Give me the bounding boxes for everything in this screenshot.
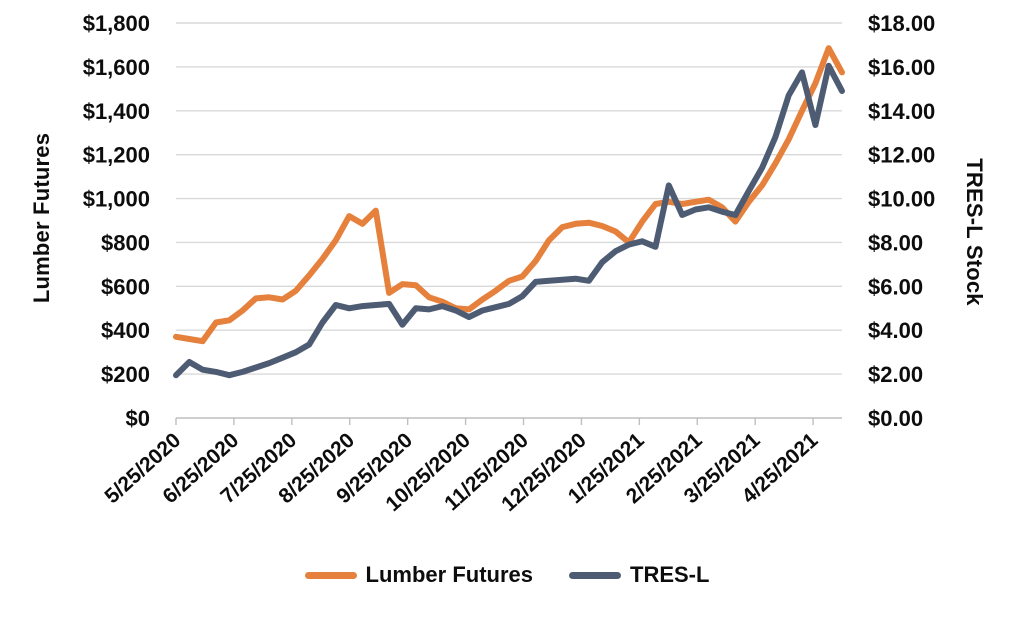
y-axis-left-tick-label: $400 [101, 318, 150, 343]
y-axis-right-tick-label: $8.00 [868, 230, 923, 255]
y-axis-right-tick-label: $18.00 [868, 11, 935, 36]
y-axis-left-tick-label: $1,400 [83, 99, 150, 124]
left-axis-title: Lumber Futures [29, 132, 54, 304]
lumber-futures-line [173, 45, 845, 345]
lumber-futures-legend-swatch [304, 571, 357, 579]
tres-l-legend-swatch [569, 571, 621, 579]
legend-label: TRES-L [630, 562, 710, 587]
plot-area: $1,800 $18.00 $1,600 $16.00 $1,400 $14.00 $1,2… [83, 11, 936, 516]
y-axis-right-tick-label: $16.00 [868, 55, 935, 80]
legend-item-tres-l: TRES-L [569, 562, 709, 588]
legend-label: Lumber Futures [365, 562, 533, 587]
y-axis-left-tick-label: $0 [126, 406, 150, 431]
legend-item-lumber-futures: Lumber Futures [304, 562, 533, 588]
y-axis-left-tick-label: $1,600 [83, 55, 150, 80]
y-axis-left-tick-label: $1,800 [83, 11, 150, 36]
tres-l-line [173, 62, 845, 379]
y-axis-right-tick-label: $10.00 [868, 187, 935, 212]
y-axis-right-tick-label: $14.00 [868, 99, 935, 124]
y-axis-right-tick-label: $6.00 [868, 274, 923, 299]
y-axis-right-tick-label: $2.00 [868, 362, 923, 387]
y-axis-left-tick-label: $1,000 [83, 187, 150, 212]
y-axis-right-tick-label: $12.00 [868, 143, 935, 168]
y-axis-left-tick-label: $600 [101, 274, 150, 299]
y-axis-left-tick-label: $800 [101, 230, 150, 255]
legend: Lumber Futures TRES-L [0, 562, 1014, 588]
y-axis-left-tick-label: $1,200 [83, 143, 150, 168]
right-axis-title: TRES-L Stock [962, 158, 987, 306]
y-axis-right-tick-label: $4.00 [868, 318, 923, 343]
y-axis-left-tick-label: $200 [101, 362, 150, 387]
y-axis-right-tick-label: $0.00 [868, 406, 923, 431]
